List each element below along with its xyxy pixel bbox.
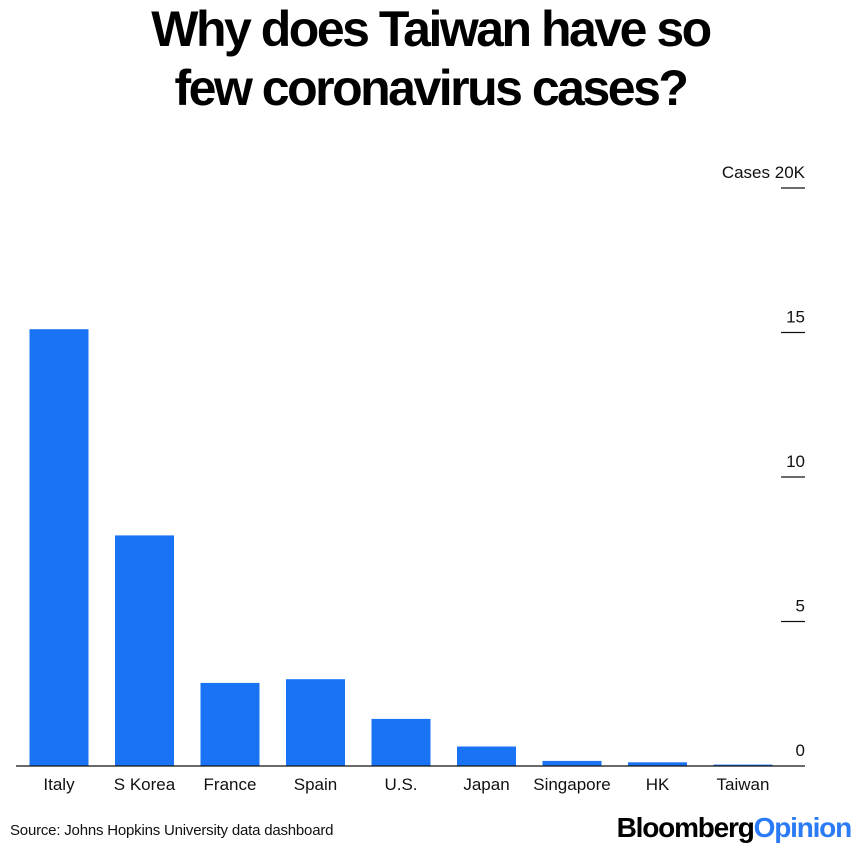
source-note: Source: Johns Hopkins University data da… [10,822,334,839]
bar-japan [457,746,516,766]
x-tick-label: Spain [294,775,337,794]
brand-logo: BloombergOpinion [616,811,853,845]
brand-logo-part-2: Opinion [753,812,853,843]
y-tick-label: 0 [796,741,805,760]
bar-france [200,682,260,766]
chart-title-line-2: few coronavirus cases? [174,60,689,116]
x-tick-label: Italy [43,775,75,794]
x-tick-label: Singapore [533,775,611,794]
x-tick-label: U.S. [384,775,417,794]
x-tick-label: France [204,775,257,794]
chart-title-line-1: Why does Taiwan have so [151,1,712,57]
chart-title: Why does Taiwan have so few coronavirus … [0,0,861,118]
x-tick-label: S Korea [114,775,176,794]
y-tick-label: Cases 20K [722,163,806,182]
bar-u-s- [371,718,431,766]
x-tick-label: HK [646,775,670,794]
y-tick-label: 5 [796,597,805,616]
x-tick-label: Taiwan [717,775,770,794]
y-tick-label: 15 [786,308,805,327]
bar-taiwan [713,764,773,766]
bar-spain [286,679,345,766]
brand-logo-part-1: Bloomberg [616,812,755,843]
bar-s-korea [115,535,174,766]
bar-singapore [542,760,602,766]
bar-italy [29,329,89,766]
y-tick-label: 10 [786,452,805,471]
bar-hk [628,762,687,766]
x-tick-label: Japan [463,775,509,794]
